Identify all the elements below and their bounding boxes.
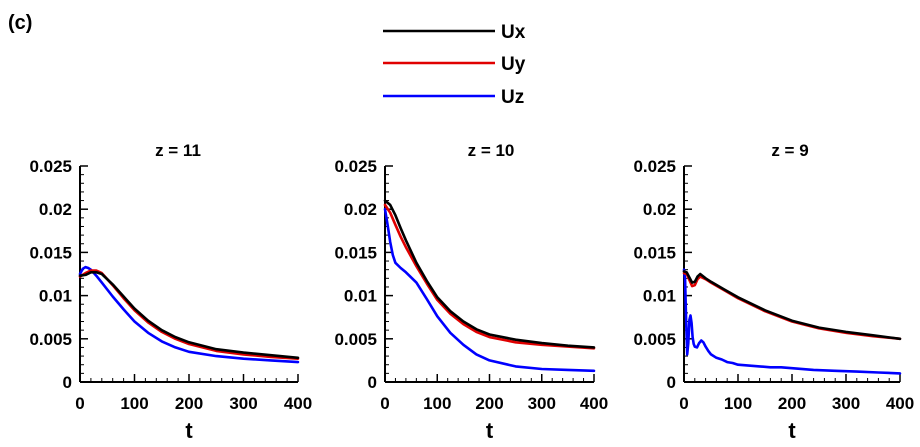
y-tick-label: 0.025 <box>633 157 676 176</box>
x-tick-label: 200 <box>778 394 806 413</box>
y-tick-label: 0.015 <box>334 243 377 262</box>
y-tick-label: 0.025 <box>334 157 377 176</box>
y-tick-label: 0.005 <box>29 330 72 349</box>
x-tick-label: 400 <box>886 394 914 413</box>
x-tick-label: 300 <box>832 394 860 413</box>
series-line-uz <box>682 268 902 375</box>
subplot-z-11: z = 11 0 0.005 0.01 0.015 0.02 0.025 0 100 200 300… <box>29 141 312 443</box>
y-tick-label: 0.01 <box>344 287 377 306</box>
y-tick-label: 0.01 <box>643 287 676 306</box>
x-axis-label: t <box>788 418 796 443</box>
y-tick-label: 0.01 <box>39 287 72 306</box>
chart-title: z = 10 <box>468 141 515 160</box>
series-line-ux <box>682 270 902 341</box>
subplot-z-10: z = 10 0 0.005 0.01 0.015 0.02 0.025 0 100 200 300… <box>334 141 608 443</box>
y-tick-label: 0.015 <box>633 243 676 262</box>
x-axis-label: t <box>185 418 193 443</box>
y-tick-label: 0.005 <box>334 330 377 349</box>
subplot-z-9: z = 9 0 0.005 0.01 0.015 0.02 0.025 0 100 200 300 4… <box>633 141 914 443</box>
x-tick-label: 0 <box>380 394 389 413</box>
legend-label-uy: Uy <box>501 54 526 75</box>
x-axis-label: t <box>486 418 494 443</box>
x-tick-label: 0 <box>75 394 84 413</box>
x-tick-label: 400 <box>580 394 608 413</box>
y-tick-label: 0.02 <box>643 200 676 219</box>
x-tick-label: 100 <box>120 394 148 413</box>
chart-title: z = 11 <box>155 141 201 160</box>
legend-label-uz: Uz <box>501 87 524 108</box>
y-tick-label: 0.025 <box>29 157 72 176</box>
y-tick-label: 0.02 <box>344 200 377 219</box>
legend-item-uz: Uz <box>383 87 524 108</box>
legend: Ux Uy Uz <box>383 22 526 108</box>
chart-title: z = 9 <box>771 141 808 160</box>
y-tick-label: 0 <box>667 373 676 392</box>
legend-item-ux: Ux <box>383 22 526 43</box>
x-tick-label: 100 <box>724 394 752 413</box>
y-tick-label: 0.005 <box>633 330 676 349</box>
x-tick-label: 0 <box>679 394 688 413</box>
legend-label-ux: Ux <box>501 22 526 43</box>
x-tick-label: 400 <box>284 394 312 413</box>
x-tick-label: 100 <box>423 394 451 413</box>
x-tick-label: 200 <box>475 394 503 413</box>
y-tick-label: 0 <box>368 373 377 392</box>
x-tick-label: 300 <box>528 394 556 413</box>
series-line-ux <box>383 199 596 349</box>
y-tick-label: 0 <box>63 373 72 392</box>
x-tick-label: 200 <box>175 394 203 413</box>
series-line-uz <box>78 265 300 364</box>
y-tick-label: 0.02 <box>39 200 72 219</box>
series-line-uz <box>383 207 596 373</box>
series-line-uy <box>682 271 902 341</box>
series-line-uy <box>383 203 596 350</box>
panel-label: (c) <box>8 12 32 34</box>
series-line-ux <box>78 270 300 360</box>
x-tick-label: 300 <box>229 394 257 413</box>
y-tick-label: 0.015 <box>29 243 72 262</box>
legend-item-uy: Uy <box>383 54 526 75</box>
